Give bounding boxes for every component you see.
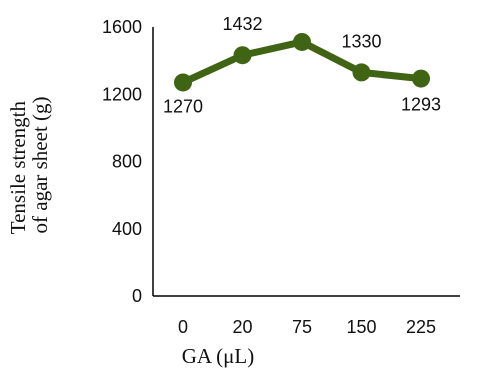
y-tick-label: 400 — [112, 219, 142, 239]
x-tick-label: 0 — [178, 317, 188, 337]
y-tick-label: 800 — [112, 152, 142, 172]
y-tick-label: 1200 — [102, 84, 142, 104]
data-point — [412, 69, 430, 88]
data-labels: 1270 1432 1330 1293 — [163, 14, 441, 116]
data-point — [352, 63, 371, 82]
y-tick-label: 1600 — [102, 17, 142, 37]
x-axis-title: GA (μL) — [182, 344, 255, 368]
series — [174, 32, 430, 92]
y-axis-title-line-2: of agar sheet (g) — [28, 96, 52, 233]
x-tick-label: 75 — [292, 317, 312, 337]
data-label: 1330 — [341, 31, 381, 51]
data-point — [293, 32, 311, 51]
y-tick-labels: 0 400 800 1200 1600 — [102, 17, 142, 306]
data-label: 1432 — [222, 14, 262, 34]
x-tick-label: 150 — [346, 317, 376, 337]
y-axis-title: Tensile strength of agar sheet (g) — [6, 96, 52, 235]
y-tick-label: 0 — [132, 286, 142, 306]
x-tick-label: 225 — [406, 317, 436, 337]
x-tick-labels: 0 20 75 150 225 — [178, 317, 436, 337]
x-tick-label: 20 — [232, 317, 252, 337]
data-label: 1293 — [401, 95, 441, 115]
data-point — [233, 46, 252, 65]
data-point — [174, 73, 192, 92]
y-axis-title-line-1: Tensile strength — [6, 101, 30, 235]
data-label: 1270 — [163, 96, 203, 116]
